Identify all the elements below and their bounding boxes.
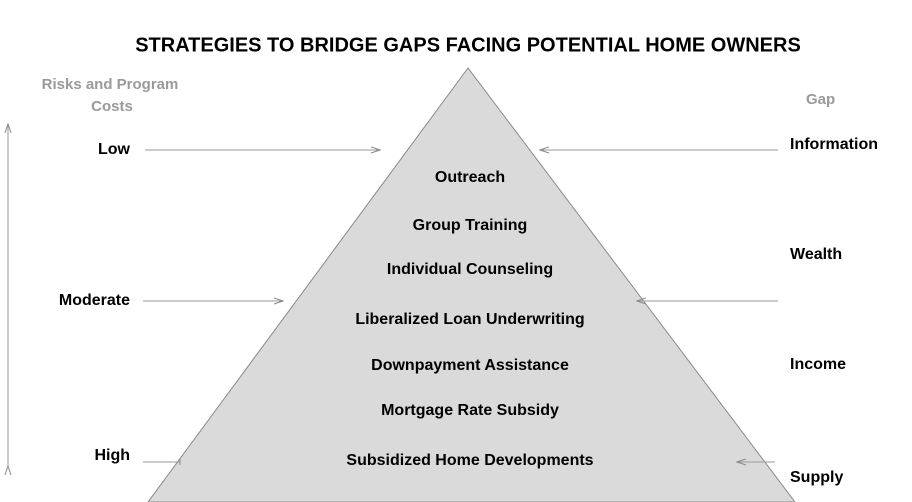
left-axis-title: Costs <box>91 98 133 115</box>
pyramid-item: Outreach <box>435 169 505 186</box>
pyramid-item: Individual Counseling <box>387 261 553 278</box>
risk-level: Moderate <box>59 292 130 309</box>
title: STRATEGIES TO BRIDGE GAPS FACING POTENTI… <box>135 34 801 56</box>
gap-label: Supply <box>790 469 843 486</box>
gap-label: Income <box>790 356 846 373</box>
right-axis-title: Gap <box>806 91 835 108</box>
pyramid-item: Subsidized Home Developments <box>346 452 593 469</box>
risk-level: High <box>94 447 130 464</box>
gap-label: Information <box>790 136 878 153</box>
left-axis-title: Risks and Program <box>42 76 179 93</box>
pyramid-item: Liberalized Loan Underwriting <box>355 311 584 328</box>
risk-level: Low <box>98 141 131 158</box>
pyramid-item: Group Training <box>413 217 528 234</box>
pyramid-item: Mortgage Rate Subsidy <box>381 402 559 419</box>
pyramid-item: Downpayment Assistance <box>371 357 569 374</box>
gap-label: Wealth <box>790 246 842 263</box>
pyramid <box>147 67 796 502</box>
